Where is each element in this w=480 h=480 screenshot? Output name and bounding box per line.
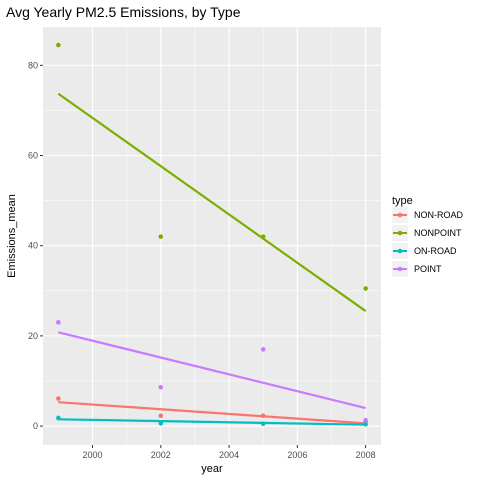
legend-point-on-road [397,248,403,254]
point-point [260,347,266,352]
trend-line-nonpoint [57,92,367,312]
point-nonpoint [260,234,266,239]
legend-title: type [392,195,413,207]
legend-point-nonpoint [397,230,403,236]
y-axis-title: Emissions_mean [6,194,18,278]
legend-label-nonpoint: NONPOINT [414,228,462,238]
x-tick-label: 2000 [82,450,102,460]
legend-label-on-road: ON-ROAD [414,246,457,256]
y-tick-label: 60 [28,151,38,161]
legend-point-point [397,266,403,272]
point-point [363,417,368,423]
chart-title: Avg Yearly PM2.5 Emissions, by Type [6,4,241,20]
point-nonpoint [158,234,164,239]
point-point [158,384,164,390]
point-non-road [260,413,266,418]
point-on-road [56,415,61,421]
trend-lines [57,92,367,426]
legend: type NON-ROAD NONPOINT ON-ROAD POINT [392,195,463,277]
y-tick-label: 40 [28,241,38,251]
data-points [56,42,368,427]
x-axis-ticks: 2000 2002 2004 2006 2008 [82,445,376,460]
plot-panel [43,27,381,445]
trend-line-point [58,331,366,410]
x-tick-label: 2004 [219,450,239,460]
trend-line-on-road [58,418,366,426]
point-nonpoint [363,286,368,291]
point-on-road [158,421,164,426]
legend-items: NON-ROAD NONPOINT ON-ROAD POINT [392,207,463,277]
legend-label-point: POINT [414,264,442,274]
point-on-road [363,421,368,427]
point-on-road [260,421,266,427]
point-point [56,320,61,325]
legend-point-non-road [397,212,403,218]
x-tick-label: 2002 [151,450,171,460]
legend-label-non-road: NON-ROAD [414,210,463,220]
point-non-road [158,413,164,418]
x-axis-title: year [201,463,223,475]
x-tick-label: 2008 [356,450,376,460]
point-non-road [56,396,61,401]
y-tick-label: 20 [28,331,38,341]
y-axis-ticks: 0 20 40 60 80 [28,60,43,431]
x-tick-label: 2006 [287,450,307,460]
y-tick-label: 80 [28,60,38,70]
y-tick-label: 0 [33,421,38,431]
point-nonpoint [56,42,61,48]
trend-line-non-road [58,401,366,425]
